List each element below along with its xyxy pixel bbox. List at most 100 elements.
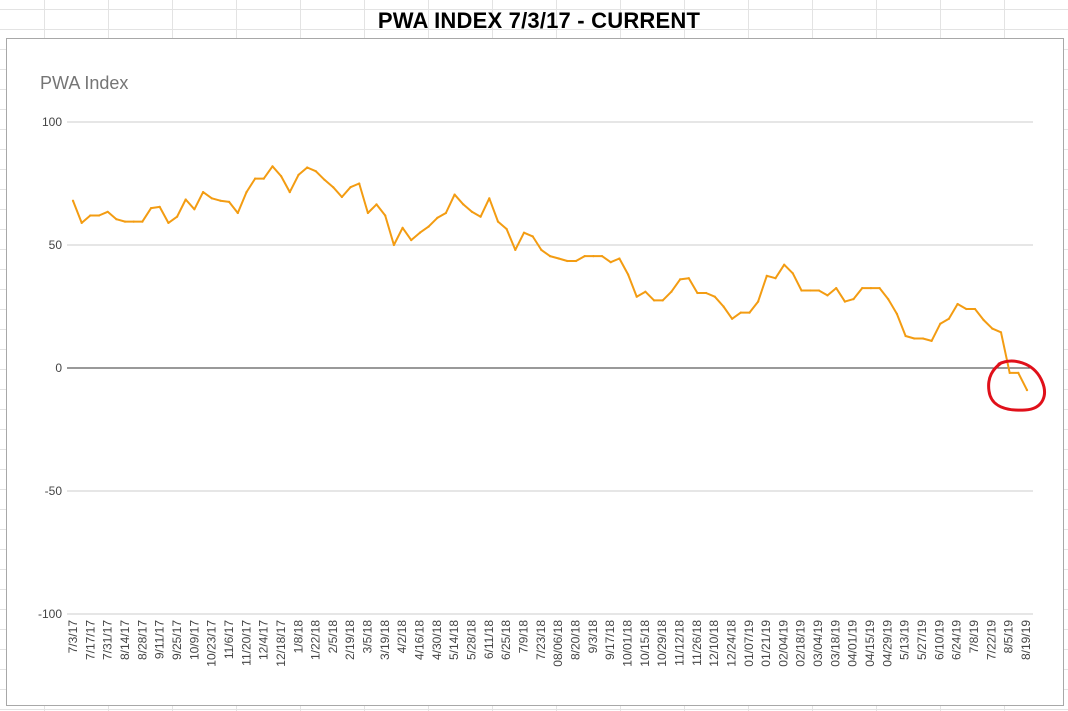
data-point xyxy=(444,211,447,215)
data-point xyxy=(722,305,725,308)
x-tick-label: 08/06/18 xyxy=(551,620,565,667)
data-point xyxy=(574,259,578,263)
data-point xyxy=(332,186,335,189)
data-point xyxy=(323,178,326,181)
x-tick-label: 10/9/17 xyxy=(187,620,201,660)
data-point xyxy=(115,218,118,221)
data-point xyxy=(410,239,413,242)
data-point xyxy=(731,317,734,320)
y-tick-label: 50 xyxy=(49,238,63,252)
data-point xyxy=(661,299,664,302)
data-point xyxy=(89,214,92,217)
data-point xyxy=(254,177,257,180)
x-tick-label: 3/19/18 xyxy=(378,620,392,660)
data-point xyxy=(462,203,465,206)
data-point xyxy=(800,289,803,292)
y-tick-label: -50 xyxy=(45,484,63,498)
x-tick-label: 11/12/18 xyxy=(673,620,687,666)
data-point xyxy=(505,227,508,231)
data-point xyxy=(132,220,135,223)
data-point xyxy=(488,197,491,200)
x-tick-label: 04/01/19 xyxy=(846,620,860,667)
x-tick-label: 7/9/18 xyxy=(517,620,531,654)
y-tick-label: 0 xyxy=(55,361,62,375)
annotation-layer xyxy=(987,359,1046,412)
data-point xyxy=(687,277,690,280)
x-tick-label: 03/04/19 xyxy=(811,620,825,667)
data-point xyxy=(245,191,248,194)
data-point xyxy=(297,173,300,176)
data-point xyxy=(653,299,656,302)
data-point xyxy=(869,287,873,290)
x-tick-label: 9/17/18 xyxy=(603,620,617,660)
x-tick-label: 7/23/18 xyxy=(534,620,548,660)
x-axis-ticks: 7/3/17 7/17/17 7/31/17 8/14/17 8/28/17 9/11/1… xyxy=(66,620,1033,667)
data-point xyxy=(228,200,231,203)
data-point xyxy=(670,290,673,293)
x-tick-label: 12/18/17 xyxy=(274,620,288,667)
data-point xyxy=(1025,389,1029,392)
data-point xyxy=(566,259,569,263)
data-point xyxy=(262,177,265,180)
x-tick-label: 4/30/18 xyxy=(430,620,444,660)
x-tick-label: 12/10/18 xyxy=(707,620,721,667)
x-tick-label: 10/15/18 xyxy=(638,620,652,667)
data-point xyxy=(540,248,543,251)
x-tick-label: 10/23/17 xyxy=(205,620,219,667)
x-tick-label: 11/20/17 xyxy=(239,620,253,666)
x-tick-label: 1/8/18 xyxy=(291,620,305,654)
data-point xyxy=(627,273,630,276)
data-point xyxy=(679,278,682,281)
x-tick-label: 9/25/17 xyxy=(170,620,184,660)
data-point xyxy=(930,339,933,342)
data-point xyxy=(982,318,985,322)
data-point xyxy=(176,215,179,218)
data-point xyxy=(557,257,560,260)
data-point xyxy=(999,331,1003,334)
x-tick-label: 5/14/18 xyxy=(447,620,461,660)
data-point xyxy=(531,235,534,238)
red-circle-annotation xyxy=(987,359,1046,412)
data-point xyxy=(210,197,213,200)
data-point xyxy=(991,327,994,330)
x-tick-label: 02/18/19 xyxy=(794,620,808,667)
data-point xyxy=(236,211,239,215)
x-tick-label: 5/28/18 xyxy=(465,620,479,660)
data-point xyxy=(783,263,786,266)
data-point xyxy=(271,165,274,168)
x-tick-label: 8/20/18 xyxy=(569,620,583,660)
x-tick-label: 7/8/19 xyxy=(967,620,981,654)
x-tick-label: 7/3/17 xyxy=(66,620,80,654)
x-tick-label: 01/07/19 xyxy=(742,620,756,667)
x-tick-label: 6/11/18 xyxy=(482,620,496,659)
x-tick-label: 8/14/17 xyxy=(118,620,132,660)
x-tick-label: 12/4/17 xyxy=(257,620,271,660)
data-point xyxy=(791,272,794,275)
data-point xyxy=(392,243,395,247)
data-point xyxy=(826,294,829,297)
data-point xyxy=(748,311,751,314)
data-point xyxy=(366,211,369,215)
x-tick-label: 03/18/19 xyxy=(828,620,842,667)
data-point xyxy=(861,287,864,290)
x-tick-label: 4/2/18 xyxy=(395,620,409,654)
data-point xyxy=(97,214,101,217)
data-point xyxy=(436,216,439,219)
data-point xyxy=(618,257,621,260)
data-point xyxy=(202,191,205,194)
data-point xyxy=(592,255,595,258)
data-point xyxy=(548,255,552,258)
x-tick-label: 4/16/18 xyxy=(413,620,427,660)
y-axis-ticks: 100 50 0 -50 -100 xyxy=(38,115,62,621)
data-point xyxy=(184,198,187,201)
x-tick-label: 04/29/19 xyxy=(880,620,894,667)
x-tick-label: 10/01/18 xyxy=(621,620,635,667)
series-line-pwa-index xyxy=(72,165,1028,391)
x-tick-label: 5/13/19 xyxy=(898,620,912,660)
data-point xyxy=(80,221,83,224)
data-point xyxy=(479,215,482,218)
data-point xyxy=(401,226,404,229)
data-point xyxy=(280,175,283,178)
chart-frame[interactable]: PWA Index 100 50 0 -50 -100 7/3/17 7/17/17 7/3… xyxy=(6,38,1064,706)
